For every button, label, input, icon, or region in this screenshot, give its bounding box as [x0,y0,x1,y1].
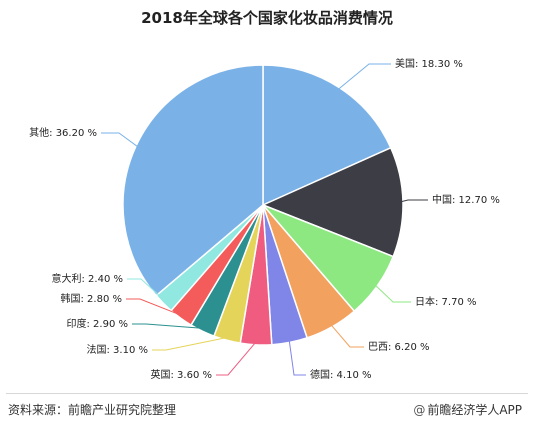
data-label-6: 法国: 3.10 % [87,343,149,356]
at-icon: @ [413,403,426,417]
pie-slice-10 [122,64,264,297]
pie-chart: 美国: 18.30 % 中国: 12.70 % 日本: 7.70 % 巴西: 6.20… [29,57,500,381]
leader-line-5 [216,341,257,376]
data-label-9: 意大利: 2.40 % [52,272,124,285]
pie-slice-1 [261,146,404,258]
leader-line-7 [132,323,204,329]
data-label-3: 巴西: 6.20 % [368,341,430,353]
chart-title: 2018年全球各个国家化妆品消费情况 [141,9,393,27]
brand: @ 前瞻经济学人APP [413,401,522,418]
leader-line-10 [101,132,139,148]
data-label-5: 英国: 3.60 % [151,368,213,381]
pie-labels: 美国: 18.30 % 中国: 12.70 % 日本: 7.70 % 巴西: 6.20… [29,57,500,381]
pie-slices [122,64,404,346]
pie-slice-0 [262,64,392,207]
footer-divider [6,393,528,394]
data-label-0: 美国: 18.30 % [395,57,463,70]
leader-line-3 [330,323,364,348]
data-label-7: 印度: 2.90 % [67,317,129,330]
leader-line-6 [152,336,228,351]
leader-line-4 [288,339,306,376]
data-label-1: 中国: 12.70 % [432,193,500,206]
leader-line-1 [399,199,428,203]
leader-line-0 [337,63,391,91]
leader-line-2 [374,284,411,303]
source-note: 资料来源：前瞻产业研究院整理 [8,403,177,417]
footer: 资料来源：前瞻产业研究院整理 @ 前瞻经济学人APP [0,393,534,425]
leader-line-9 [127,278,166,302]
data-label-8: 韩国: 2.80 % [61,292,123,305]
data-label-10: 其他: 36.20 % [29,126,97,139]
data-label-2: 日本: 7.70 % [415,295,477,308]
leader-line-8 [126,298,183,317]
brand-text: 前瞻经济学人APP [427,403,522,417]
data-label-4: 德国: 4.10 % [310,368,372,381]
